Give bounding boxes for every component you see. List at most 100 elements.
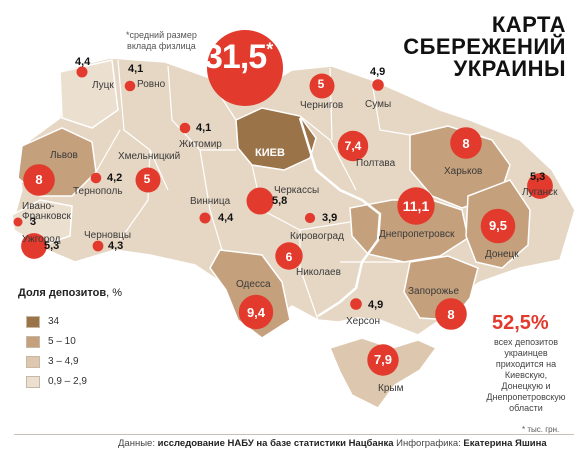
bubble-Кировоград — [304, 212, 316, 224]
label-kirovohrad: Кировоград — [290, 231, 344, 242]
value-odesa: 9,4 — [246, 305, 266, 320]
unit-note: * тыс. грн. — [522, 425, 560, 434]
label-poltava: Полтава — [356, 158, 396, 169]
bubble-Луганск — [527, 173, 553, 199]
title-line-1: КАРТА — [491, 12, 566, 37]
region-zakarpattia — [11, 199, 73, 247]
value-lutsk: 4,4 — [75, 56, 91, 68]
bubble-layer — [13, 66, 553, 376]
bubble-Житомир — [179, 122, 191, 134]
share-note-line: области — [509, 403, 543, 413]
kyiv-average-value: 31,5* — [204, 38, 273, 76]
note-line-1: *средний размер — [126, 30, 197, 40]
value-mykolaiv: 6 — [285, 250, 293, 264]
bubble-Крым — [367, 344, 399, 376]
value-ivano: 5,3 — [44, 240, 60, 252]
label-cherkasy: Черкассы — [274, 185, 320, 196]
legend-swatch — [26, 336, 40, 348]
share-stat: 52,5% — [492, 312, 549, 334]
label-zaporizhzhia: Запорожье — [408, 286, 460, 297]
label-uzhhorod: Ужгород — [22, 234, 61, 245]
legend-swatch — [26, 316, 40, 328]
label-donetsk: Донецк — [485, 249, 519, 260]
bubble-Херсон — [350, 298, 362, 310]
value-donetsk: 9,5 — [488, 218, 508, 233]
value-chernivtsi: 4,3 — [108, 240, 124, 252]
bubble-Харьков — [450, 127, 482, 159]
bubble-Днепропетровск — [397, 187, 435, 225]
bubble-Львов — [23, 164, 55, 196]
label-rovno: Ровно — [137, 79, 166, 90]
bubble-Полтава — [337, 130, 369, 162]
value-zhytomyr: 4,1 — [196, 122, 212, 134]
average-deposit-note: *средний размер вклада физлица — [126, 30, 197, 52]
legend-label: 0,9 – 2,9 — [48, 376, 87, 387]
label-sumy: Сумы — [365, 99, 392, 110]
value-kherson: 4,9 — [368, 299, 384, 311]
value-lviv: 8 — [35, 172, 43, 187]
label-zhytomyr: Житомир — [179, 139, 222, 150]
legend-label: 5 – 10 — [48, 336, 76, 347]
bubble-Ровно — [124, 80, 136, 92]
dnieper-river — [298, 117, 382, 318]
bubble-Чернигов — [309, 73, 335, 99]
bubble-Ивано-Франковск — [21, 233, 47, 259]
label-crimea: Крым — [378, 383, 404, 394]
title-line-3: УКРАИНЫ — [453, 56, 566, 81]
source-credit: Данные: исследование НАБУ на базе статис… — [118, 438, 547, 449]
note-line-2: вклада физлица — [127, 41, 196, 51]
share-note: всех депозитов украинцев приходится на К… — [472, 337, 580, 414]
region-kyiv-city — [235, 107, 317, 171]
bubble-Ужгород — [13, 217, 23, 227]
label-luhansk: Луганск — [522, 187, 558, 198]
label-chernihiv: Чернигов — [300, 100, 344, 111]
label-kyiv: КИЕВ — [255, 147, 285, 159]
value-chernihiv: 5 — [317, 77, 325, 91]
label-khmelnytskyi: Хмельницкий — [118, 151, 181, 162]
bubble-Николаев — [275, 242, 303, 270]
value-sumy: 4,9 — [370, 66, 386, 78]
value-rovno: 4,1 — [128, 63, 144, 75]
value-poltava: 7,4 — [344, 139, 362, 153]
bubble-Запорожье — [435, 298, 467, 330]
region-volyn — [59, 59, 119, 129]
legend-label: 3 – 4,9 — [48, 356, 79, 367]
value-dnipro: 11,1 — [402, 198, 430, 214]
share-note-line: Донецкую и — [501, 381, 551, 391]
value-khmelnytskyi: 5 — [143, 172, 151, 186]
legend-label: 34 — [48, 316, 60, 327]
legend-swatch — [26, 356, 40, 368]
bubble-Луцк — [76, 66, 88, 78]
label-lviv: Львов — [50, 150, 78, 161]
label-ivano-2: Франковск — [22, 211, 71, 222]
value-vinnytsia: 4,4 — [218, 212, 234, 224]
share-note-line: приходится на — [495, 359, 557, 369]
label-ternopil: Тернополь — [73, 186, 123, 197]
label-vinnytsia: Винница — [190, 196, 231, 207]
share-note-line: Киевскую, — [504, 370, 548, 380]
bubble-Черновцы — [92, 240, 104, 252]
title-line-2: СБЕРЕЖЕНИЙ — [403, 34, 566, 59]
bubble-Хмельницкий — [135, 167, 161, 193]
bubble-Тернополь — [90, 172, 102, 184]
bubble-Одесса — [238, 294, 274, 330]
bubble-Черкассы — [246, 187, 274, 215]
label-kherson: Херсон — [346, 316, 380, 327]
bubble-Сумы — [372, 79, 384, 91]
legend-title: Доля депозитов, % — [18, 287, 123, 299]
value-crimea: 7,9 — [373, 352, 393, 367]
value-cherkasy: 5,8 — [272, 195, 288, 207]
share-note-line: украинцев — [504, 348, 548, 358]
share-note-line: Днепропетровскую — [486, 392, 566, 402]
label-mykolaiv: Николаев — [296, 267, 341, 278]
label-kharkiv: Харьков — [444, 166, 483, 177]
value-kharkiv: 8 — [462, 136, 470, 151]
bubble-Винница — [199, 212, 211, 224]
legend-swatch — [26, 376, 40, 388]
share-note-line: всех депозитов — [494, 337, 558, 347]
value-ternopil: 4,2 — [107, 172, 123, 184]
label-lutsk: Луцк — [92, 80, 114, 91]
bubble-Донецк — [480, 208, 516, 244]
